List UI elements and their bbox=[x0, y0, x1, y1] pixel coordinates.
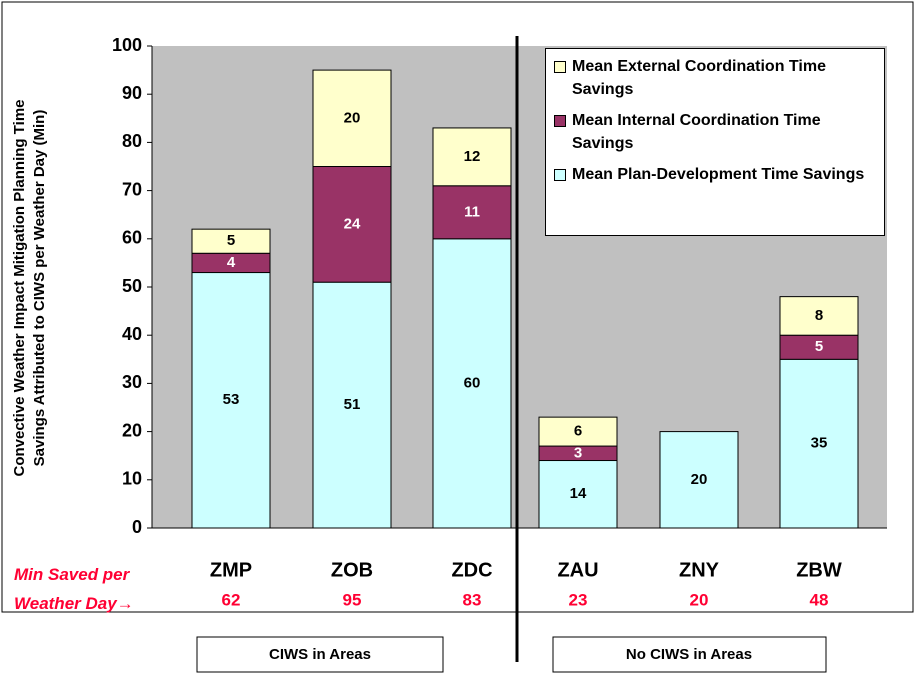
value-label: 53 bbox=[223, 391, 240, 408]
group-label: No CIWS in Areas bbox=[626, 646, 752, 663]
legend-swatch bbox=[554, 61, 566, 73]
x-tick-label: ZNY bbox=[679, 559, 720, 581]
value-label: 6 bbox=[574, 423, 582, 440]
y-tick-label: 70 bbox=[122, 179, 142, 199]
legend-item: Mean Internal Coordination Time Savings bbox=[554, 109, 876, 155]
value-label: 20 bbox=[344, 109, 361, 126]
y-tick-label: 20 bbox=[122, 420, 142, 440]
bar-segment bbox=[432, 185, 512, 240]
x-tick-label: ZMP bbox=[210, 559, 252, 581]
bar-segment bbox=[659, 431, 739, 529]
total-label: 83 bbox=[463, 590, 482, 609]
legend-swatch bbox=[554, 169, 566, 181]
legend-item: Mean Plan-Development Time Savings bbox=[554, 163, 876, 186]
value-label: 20 bbox=[691, 471, 708, 488]
y-tick-label: 90 bbox=[122, 83, 142, 103]
bar-segment bbox=[432, 127, 512, 187]
y-tick-label: 100 bbox=[112, 35, 142, 55]
legend: Mean External Coordination Time Savings M… bbox=[545, 48, 885, 236]
bar-segment bbox=[538, 416, 618, 447]
total-label: 62 bbox=[222, 590, 241, 609]
value-label: 3 bbox=[574, 444, 582, 461]
y-tick-label: 40 bbox=[122, 324, 142, 344]
value-label: 24 bbox=[344, 215, 361, 232]
value-label: 5 bbox=[815, 338, 823, 355]
value-label: 4 bbox=[227, 254, 236, 271]
value-label: 51 bbox=[344, 396, 361, 413]
value-label: 12 bbox=[464, 148, 481, 165]
total-label: 48 bbox=[810, 590, 829, 609]
y-axis-label: Convective Weather Impact Mitigation Pla… bbox=[11, 99, 48, 477]
total-label: 20 bbox=[690, 590, 709, 609]
group-box bbox=[552, 636, 827, 673]
y-tick-label: 60 bbox=[122, 228, 142, 248]
legend-swatch bbox=[554, 115, 566, 127]
bar-segment bbox=[191, 228, 271, 254]
bar-segment bbox=[779, 334, 859, 360]
legend-label: Mean External Coordination Time Savings bbox=[572, 58, 826, 98]
value-label: 5 bbox=[227, 232, 235, 249]
bar-segment bbox=[779, 296, 859, 336]
group-label: CIWS in Areas bbox=[269, 646, 371, 663]
x-tick-label: ZOB bbox=[331, 559, 373, 581]
y-tick-label: 30 bbox=[122, 372, 142, 392]
legend-label: Mean Internal Coordination Time Savings bbox=[572, 112, 821, 152]
bar-segment bbox=[538, 460, 618, 529]
y-tick-label: 80 bbox=[122, 131, 142, 151]
bar-segment bbox=[191, 272, 271, 529]
value-label: 60 bbox=[464, 374, 481, 391]
value-label: 14 bbox=[570, 485, 587, 502]
y-tick-label: 10 bbox=[122, 469, 142, 489]
x-tick-label: ZDC bbox=[451, 559, 492, 581]
bar-segment bbox=[312, 69, 392, 167]
y-tick-label: 0 bbox=[132, 517, 142, 537]
group-box bbox=[196, 636, 444, 673]
frame bbox=[1, 1, 914, 613]
bar-segment bbox=[312, 281, 392, 529]
value-label: 11 bbox=[464, 203, 480, 220]
total-label: 95 bbox=[343, 590, 362, 609]
legend-item: Mean External Coordination Time Savings bbox=[554, 55, 876, 101]
bar-segment bbox=[432, 238, 512, 529]
x-tick-label: ZBW bbox=[796, 559, 842, 581]
x-tick-label: ZAU bbox=[557, 559, 598, 581]
totals-label: Min Saved per Weather Day→ bbox=[14, 565, 134, 613]
total-label: 23 bbox=[569, 590, 588, 609]
legend-label: Mean Plan-Development Time Savings bbox=[572, 166, 865, 183]
value-label: 35 bbox=[811, 435, 828, 452]
y-tick-label: 50 bbox=[122, 276, 142, 296]
value-label: 8 bbox=[815, 307, 823, 324]
